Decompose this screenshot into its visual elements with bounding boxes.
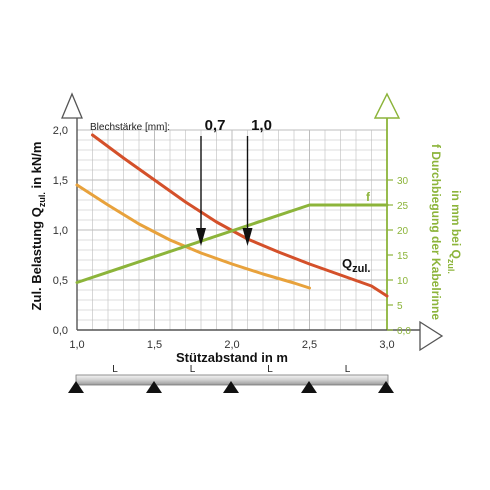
y-tick-label: 0,5 <box>53 275 68 287</box>
y2-axis-title-main: in mm bei Q <box>449 190 463 259</box>
support-triangle <box>68 381 84 393</box>
y-tick-label: 2,0 <box>53 125 68 137</box>
y2-tick-label: 30 <box>397 176 409 187</box>
x-axis-title: Stützabstand in m <box>176 350 288 365</box>
y2-tick-label: 25 <box>397 201 409 212</box>
y2-tick-label: 0,0 <box>397 326 411 337</box>
y2-axis-arrow <box>373 92 401 119</box>
x-tick-label: 2,0 <box>224 339 239 351</box>
thickness-markers: 0,7 1,0 <box>196 117 272 246</box>
marker-label: 0,7 <box>205 117 226 134</box>
span-label: L <box>267 364 273 375</box>
support-triangle <box>301 381 317 393</box>
y2-axis-title-line2: in mm bei Qzul. <box>446 190 463 274</box>
series-line-0 <box>91 133 389 298</box>
x-axis-arrow <box>419 320 444 352</box>
series-label-q-main: Q <box>342 256 352 271</box>
y-axis-arrow <box>61 92 83 119</box>
y-tick-labels: 0,0 0,5 1,0 1,5 2,0 <box>53 125 68 337</box>
series-label-f: f <box>366 190 371 204</box>
marker-arrowhead <box>242 228 253 246</box>
x-tick-label: 1,0 <box>69 339 84 351</box>
y2-axis-title-sub: zul. <box>446 259 456 274</box>
series-label-q: Qzul. <box>342 256 370 275</box>
y-axis-title-sub: zul. <box>37 192 47 207</box>
y-tick-label: 0,0 <box>53 325 68 337</box>
series-line-1 <box>75 183 311 290</box>
y2-tick-label: 10 <box>397 276 409 287</box>
support-triangle <box>223 381 239 393</box>
y-axis-title: Zul. Belastung Qzul. in kN/m <box>29 142 47 311</box>
x-tick-label: 1,5 <box>147 339 162 351</box>
y-tick-label: 1,5 <box>53 175 68 187</box>
series-line-2 <box>75 203 389 284</box>
x-tick-labels: 1,0 1,5 2,0 2,5 3,0 <box>69 339 394 351</box>
series-label-q-sub: zul. <box>352 263 370 275</box>
y2-axis-title-line1: f Durchbiegung der Kabelrinne <box>429 144 443 320</box>
marker-label: 1,0 <box>251 117 272 134</box>
y-axis-title-main: Zul. Belastung Q <box>29 207 44 310</box>
y2-tick-label: 20 <box>397 226 409 237</box>
x-tick-label: 2,5 <box>302 339 317 351</box>
y-axis-title-unit: in kN/m <box>29 142 44 193</box>
thickness-caption: Blechstärke [mm]: <box>90 122 170 133</box>
y2-tick-label: 15 <box>397 251 409 262</box>
x-tick-label: 3,0 <box>379 339 394 351</box>
span-label: L <box>112 364 118 375</box>
y2-tick-labels: 0,0 5 10 15 20 25 30 <box>387 176 411 337</box>
support-triangle <box>146 381 162 393</box>
support-triangle <box>378 381 394 393</box>
y-tick-label: 1,0 <box>53 225 68 237</box>
span-label: L <box>345 364 351 375</box>
span-label: L <box>190 364 196 375</box>
y2-tick-label: 5 <box>397 301 403 312</box>
marker-arrowhead <box>196 228 206 246</box>
